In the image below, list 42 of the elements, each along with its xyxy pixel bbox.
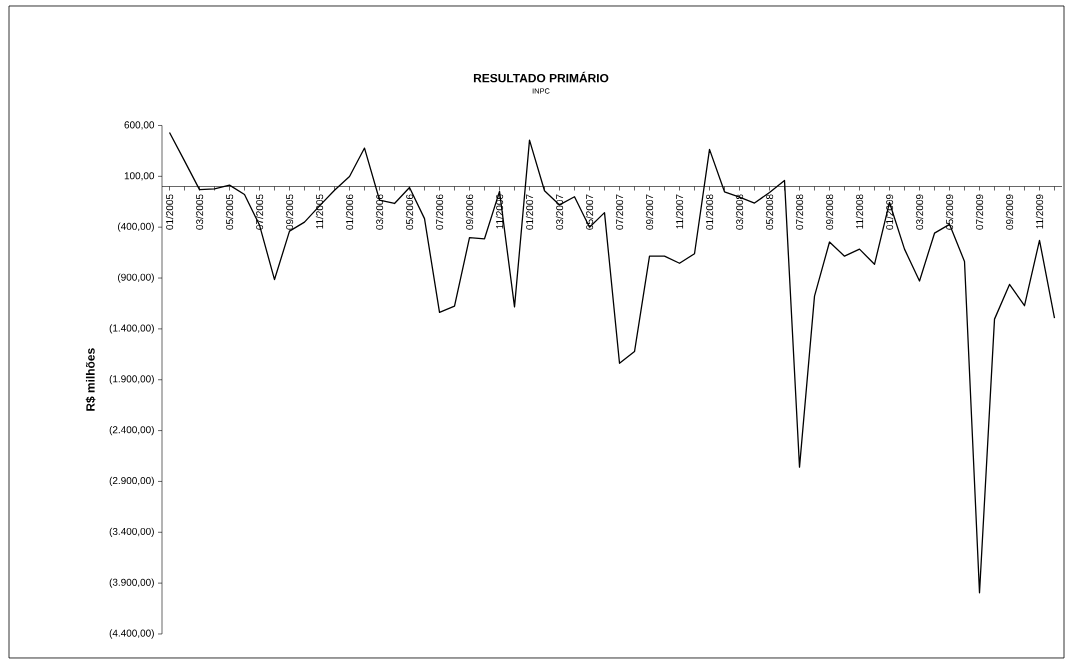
x-tick-label: 09/2008 [825,194,834,230]
x-tick-label: 07/2008 [795,194,804,230]
y-axis-title: R$ milhões [85,348,96,411]
x-tick-label: 03/2009 [915,194,924,230]
x-tick-label: 03/2007 [555,194,564,230]
x-tick-label: 01/2008 [705,194,714,230]
y-tick-label: 100,00 [124,172,155,181]
x-tick-label: 03/2008 [735,194,744,230]
x-tick-label: 07/2006 [435,194,444,230]
x-tick-label: 05/2007 [585,194,594,230]
x-tick-label: 07/2005 [255,194,264,230]
x-tick-label: 11/2009 [1035,194,1044,229]
x-tick-label: 11/2005 [315,194,324,229]
x-tick-label: 07/2007 [615,194,624,230]
x-tick-label: 09/2005 [285,194,294,230]
x-tick-label: 01/2009 [885,194,894,230]
chart-title: RESULTADO PRIMÁRIO [473,71,609,83]
x-tick-label: 05/2009 [945,194,954,230]
x-tick-label: 03/2005 [195,194,204,230]
y-tick-label: (1.400,00) [109,324,154,334]
y-tick-label: (3.900,00) [109,578,154,588]
y-tick-label: (1.900,00) [109,375,154,385]
x-tick-label: 01/2007 [525,194,534,230]
x-tick-label: 01/2006 [345,194,354,230]
x-tick-label: 09/2009 [1005,194,1014,230]
x-tick-label: 09/2007 [645,194,654,230]
y-tick-label: (2.900,00) [109,476,154,487]
y-tick-label: (900,00) [118,273,154,283]
x-tick-label: 01/2005 [165,194,174,230]
x-tick-label: 05/2006 [405,194,414,230]
x-tick-label: 05/2005 [225,194,234,230]
y-tick-label: (2.400,00) [109,425,154,436]
x-tick-label: 09/2006 [465,194,474,230]
y-tick-label: 600,00 [124,121,155,130]
y-tick-label: (400,00) [118,222,154,232]
y-tick-label: (3.400,00) [109,527,154,537]
x-tick-label: 05/2008 [765,194,774,230]
y-tick-label: (4.400,00) [109,629,154,639]
x-tick-label: 07/2009 [975,194,984,230]
x-tick-label: 11/2007 [675,194,684,229]
x-tick-label: 03/2006 [375,194,384,230]
x-tick-label: 11/2008 [855,194,864,229]
